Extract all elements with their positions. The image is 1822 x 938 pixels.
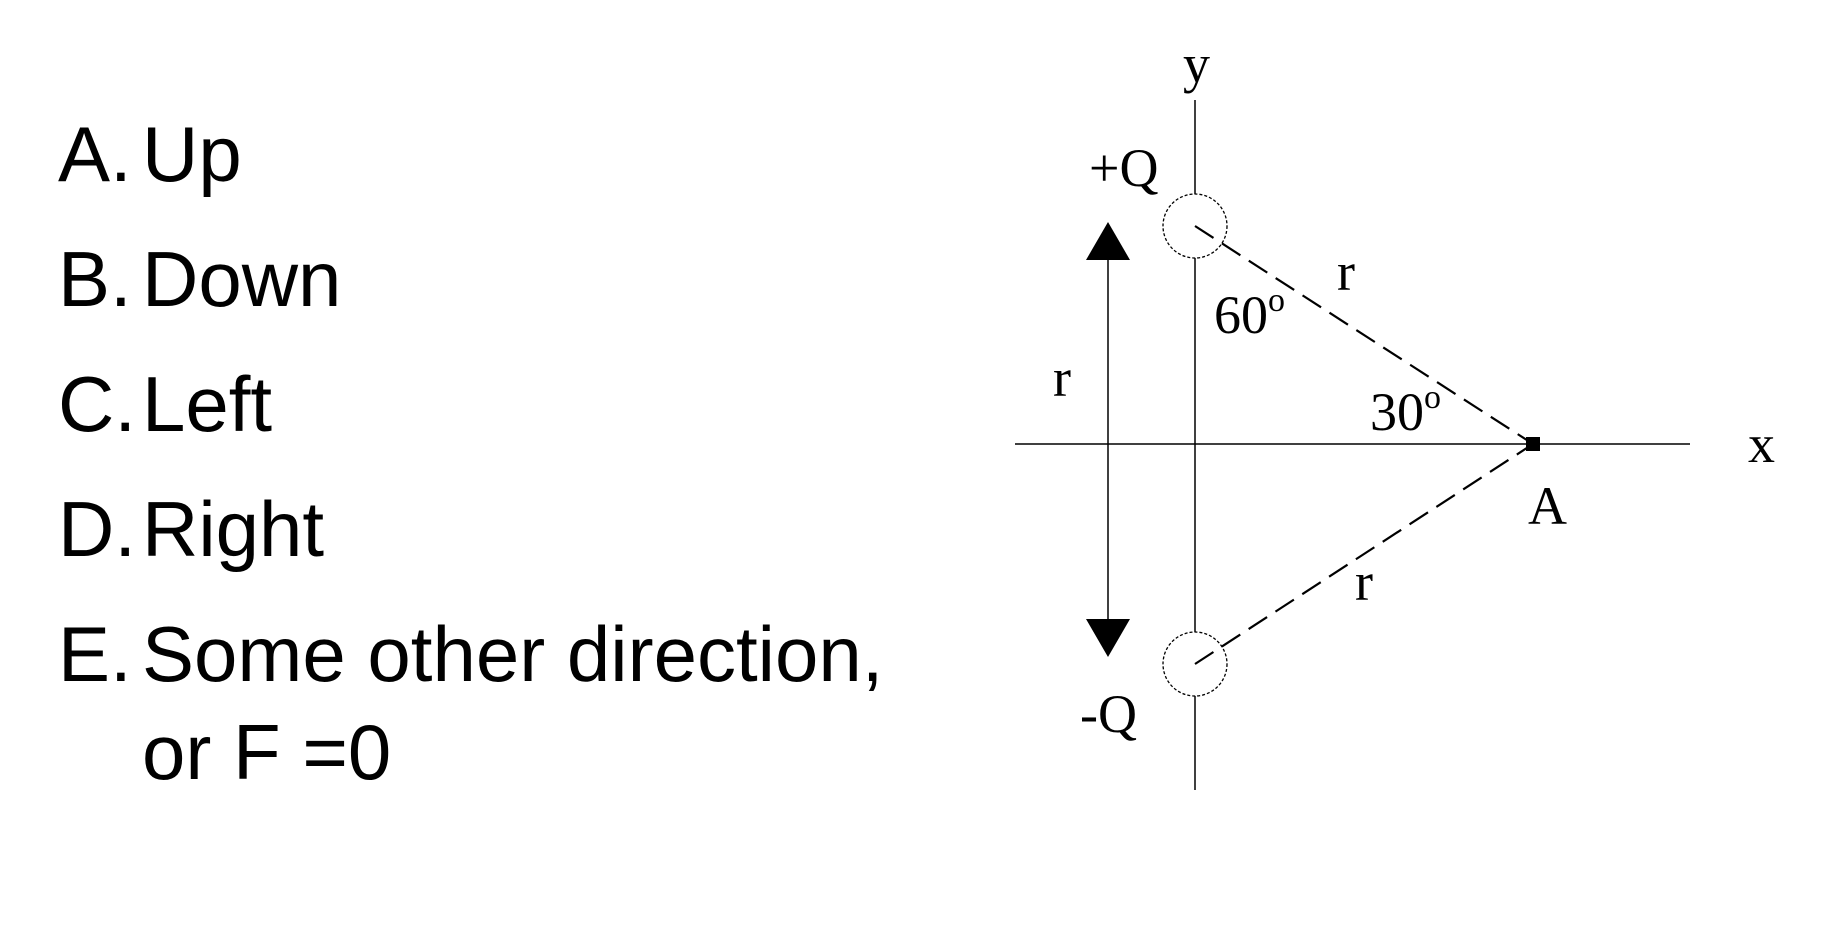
charge-bottom-label: -Q [1080, 684, 1137, 744]
choice-b-letter: B. [58, 235, 132, 323]
choice-e-continuation: or F =0 [142, 708, 392, 796]
angle-top-value: 60 [1214, 285, 1268, 345]
arrow-down-icon [1086, 619, 1130, 657]
choice-d-letter: D. [58, 485, 136, 573]
choice-e-text: Some other direction, [142, 610, 884, 698]
choice-e: E. Some other direction, or F =0 [58, 615, 883, 791]
choice-d: D.Right [58, 490, 324, 568]
angle-label-top: 60o [1214, 282, 1285, 345]
choice-e-letter: E. [58, 610, 132, 698]
choice-b: B. Down [58, 240, 341, 318]
angle-top-degree: o [1268, 282, 1285, 319]
answer-choices: A. Up B. Down C.Left D.Right E. Some other … [58, 115, 883, 791]
distance-label-vertical: r [1053, 348, 1071, 408]
x-axis-label: x [1748, 414, 1775, 474]
choice-a: A. Up [58, 115, 242, 193]
charge-top-label: +Q [1089, 138, 1158, 198]
distance-label-bottom: r [1355, 552, 1373, 612]
choice-c-text: Left [142, 360, 273, 448]
choice-b-text: Down [142, 235, 342, 323]
point-a-marker [1526, 437, 1540, 451]
angle-label-right: 30o [1370, 379, 1441, 442]
choice-d-text: Right [142, 485, 325, 573]
distance-line-bottom [1194, 443, 1534, 665]
choice-c: C.Left [58, 365, 272, 443]
distance-line-top [1194, 225, 1534, 445]
arrow-up-icon [1086, 222, 1130, 260]
choice-c-letter: C. [58, 360, 136, 448]
angle-right-degree: o [1424, 379, 1441, 416]
point-a-label: A [1528, 476, 1567, 536]
choice-a-letter: A. [58, 110, 132, 198]
y-axis-label: y [1183, 34, 1210, 94]
angle-right-value: 30 [1370, 382, 1424, 442]
choice-a-text: Up [142, 110, 242, 198]
distance-label-top: r [1337, 242, 1355, 302]
